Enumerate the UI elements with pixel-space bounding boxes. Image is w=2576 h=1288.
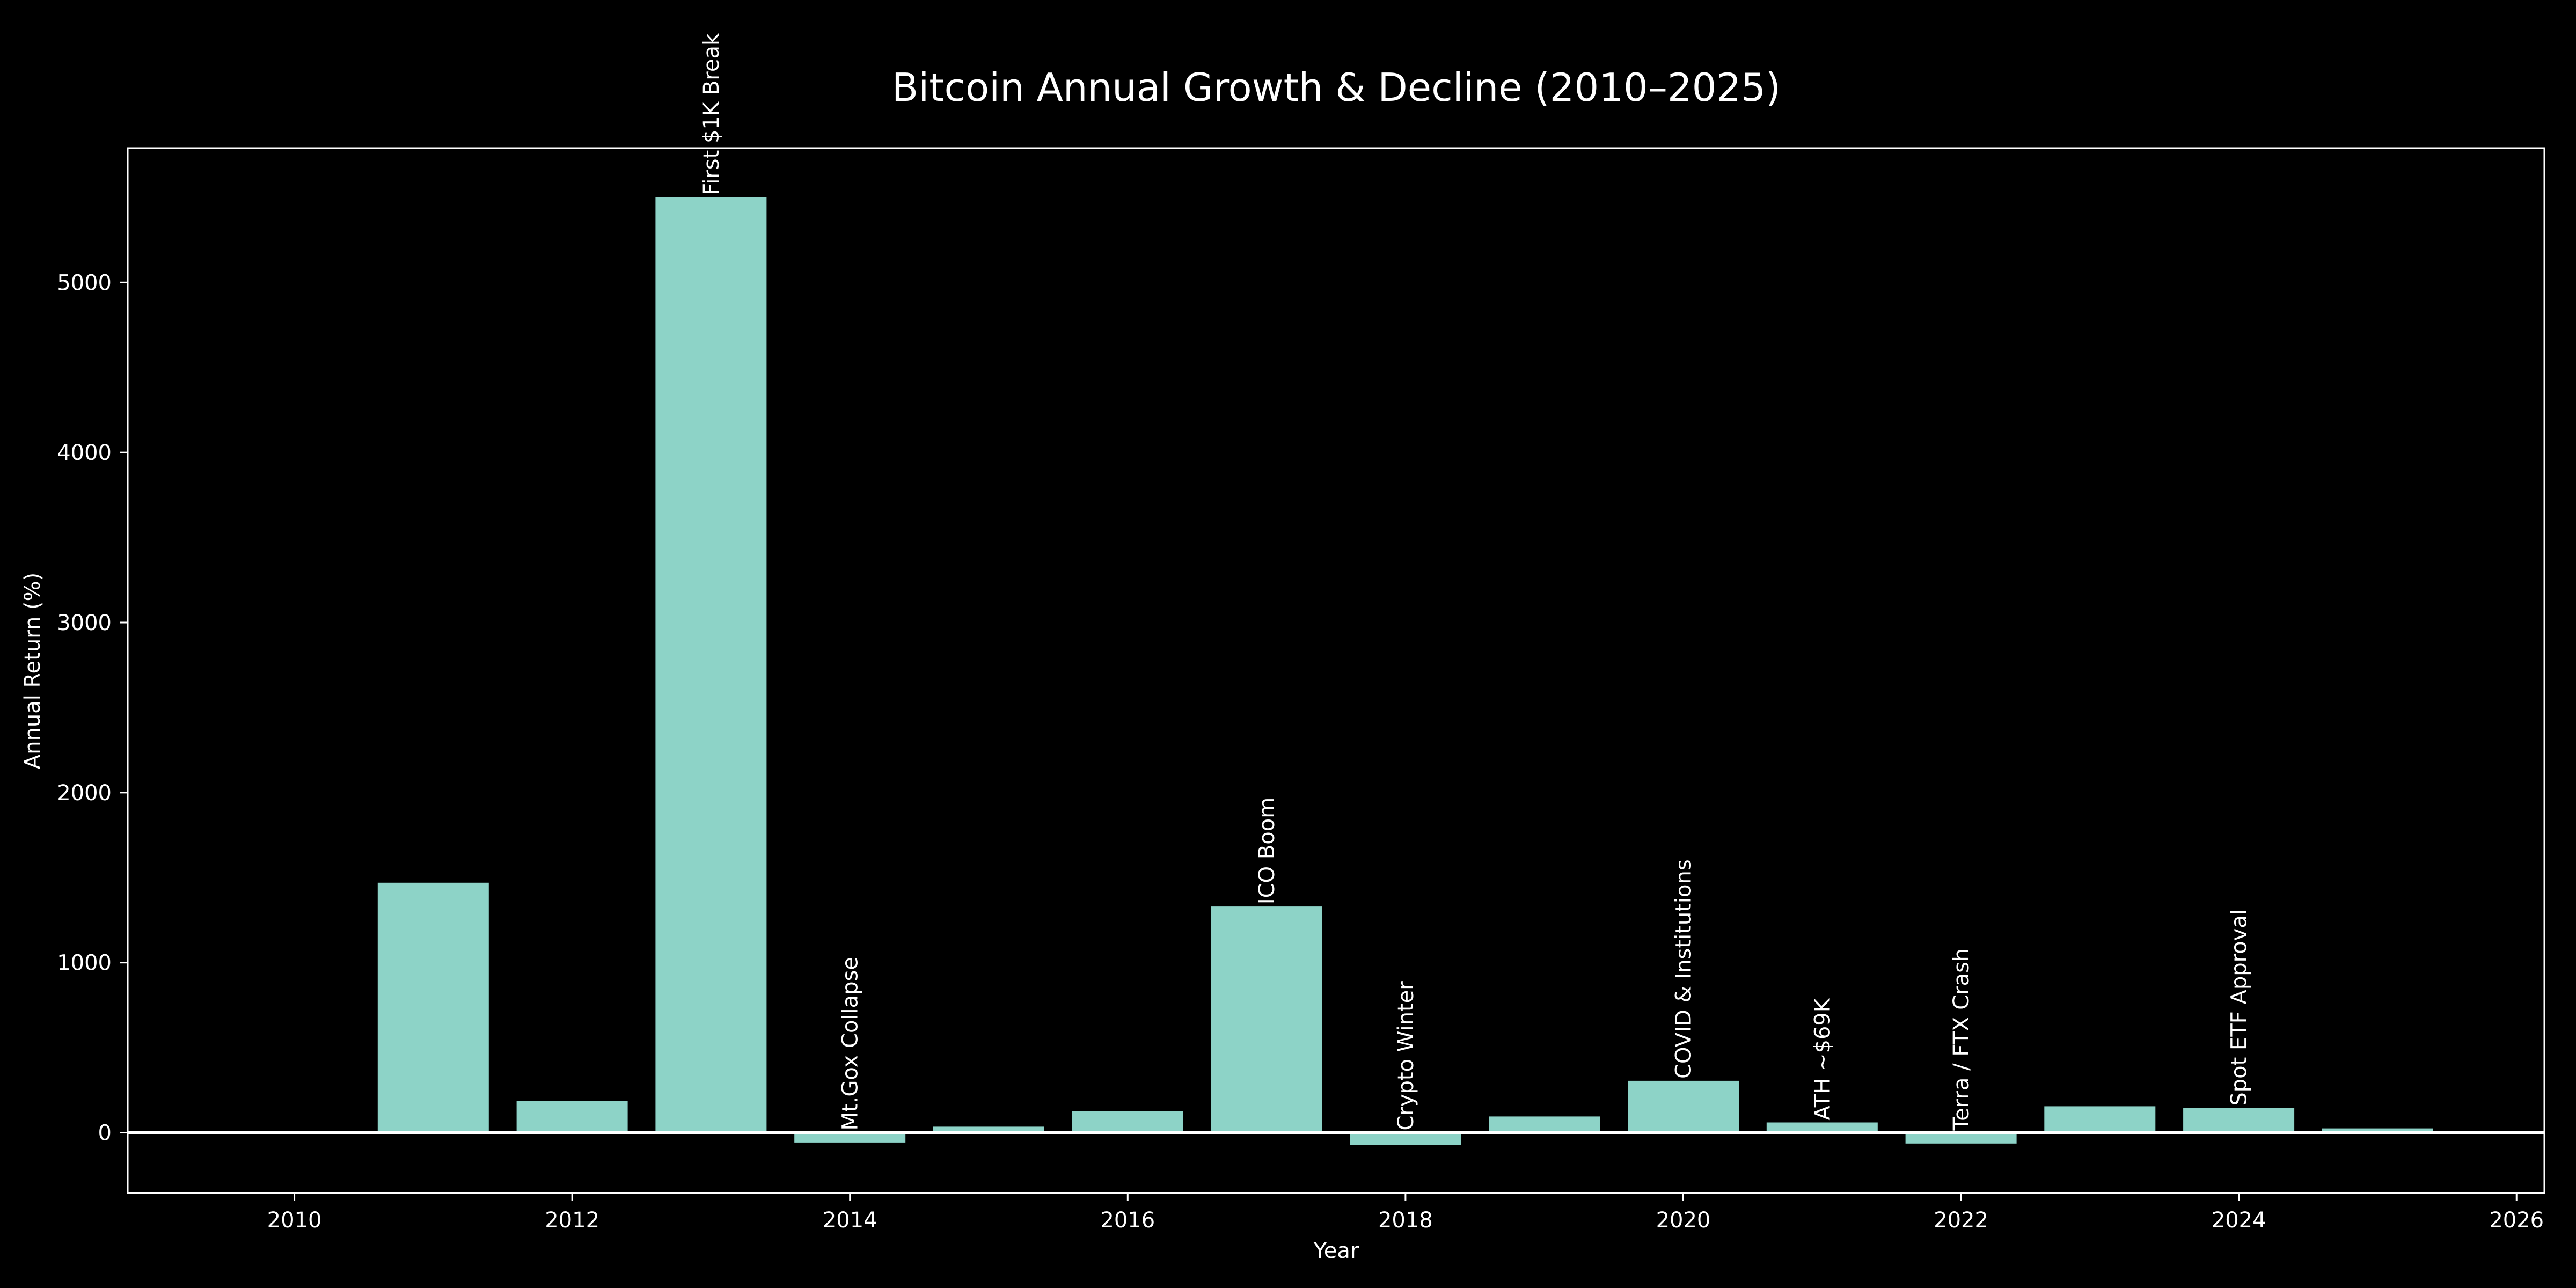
y-tick-label-0: 0 <box>98 1121 112 1146</box>
bar-2014 <box>794 1132 906 1143</box>
y-tick-label-2000: 2000 <box>57 781 112 806</box>
y-axis-label: Annual Return (%) <box>20 573 45 769</box>
y-tick-label-5000: 5000 <box>57 270 112 295</box>
annotation-2024: Spot ETF Approval <box>2227 909 2252 1106</box>
annotation-2018: Crypto Winter <box>1394 981 1418 1131</box>
bar-2013 <box>655 197 767 1133</box>
bar-2020 <box>1628 1080 1739 1133</box>
chart-title: Bitcoin Annual Growth & Decline (2010–20… <box>892 65 1781 110</box>
x-tick-label-2010: 2010 <box>267 1208 322 1233</box>
annotation-2014: Mt.Gox Collapse <box>838 957 863 1131</box>
bar-2024 <box>2183 1108 2295 1133</box>
y-tick-label-4000: 4000 <box>57 441 112 465</box>
x-tick-label-2016: 2016 <box>1100 1208 1155 1233</box>
bar-2011 <box>377 882 489 1133</box>
annotation-2022: Terra / FTX Crash <box>1949 948 1974 1131</box>
x-tick-label-2022: 2022 <box>1934 1208 1988 1233</box>
bar-2012 <box>516 1101 628 1133</box>
x-axis: 2010 2012 2014 2016 2018 2020 2022 2024 2026 <box>267 1193 2544 1233</box>
bar-2016 <box>1072 1111 1183 1133</box>
y-tick-label-3000: 3000 <box>57 611 112 635</box>
x-tick-label-2014: 2014 <box>823 1208 877 1233</box>
annotation-2017: ICO Boom <box>1255 797 1279 904</box>
x-tick-label-2026: 2026 <box>2489 1208 2544 1233</box>
bar-2015 <box>933 1126 1044 1133</box>
bar-2018 <box>1350 1132 1461 1145</box>
annotation-2013: First $1K Break <box>699 33 724 195</box>
bar-2021 <box>1766 1122 1878 1133</box>
bar-2023 <box>2044 1106 2156 1133</box>
x-tick-label-2018: 2018 <box>1378 1208 1433 1233</box>
bar-2022 <box>1905 1132 2017 1144</box>
annotation-2020: COVID & Institutions <box>1672 859 1696 1079</box>
x-tick-label-2012: 2012 <box>545 1208 599 1233</box>
bar-group <box>128 197 2544 1145</box>
x-tick-label-2020: 2020 <box>1656 1208 1711 1233</box>
annotation-group: First $1K Break Mt.Gox Collapse ICO Boom Cr… <box>699 33 2252 1131</box>
bar-2017 <box>1211 906 1322 1133</box>
y-axis: 0 1000 2000 3000 4000 5000 <box>57 270 128 1146</box>
annotation-2021: ATH ~$69K <box>1810 997 1835 1120</box>
y-tick-label-1000: 1000 <box>57 951 112 976</box>
bar-2019 <box>1489 1116 1600 1133</box>
x-axis-label: Year <box>1313 1239 1359 1263</box>
bar-2025 <box>2322 1128 2433 1133</box>
x-tick-label-2024: 2024 <box>2212 1208 2266 1233</box>
plot-area <box>127 147 2545 1194</box>
